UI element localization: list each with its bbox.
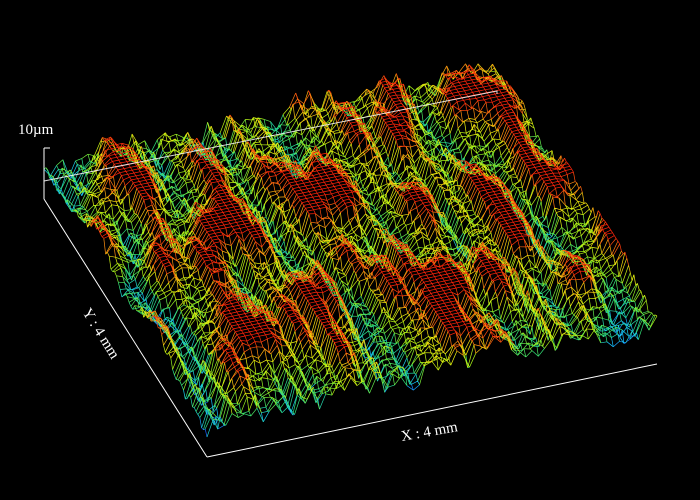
x-axis-label: X : 4 mm	[400, 419, 459, 445]
z-scale-label: 10µm	[18, 122, 54, 138]
y-axis-label: Y : 4 mm	[79, 306, 123, 363]
